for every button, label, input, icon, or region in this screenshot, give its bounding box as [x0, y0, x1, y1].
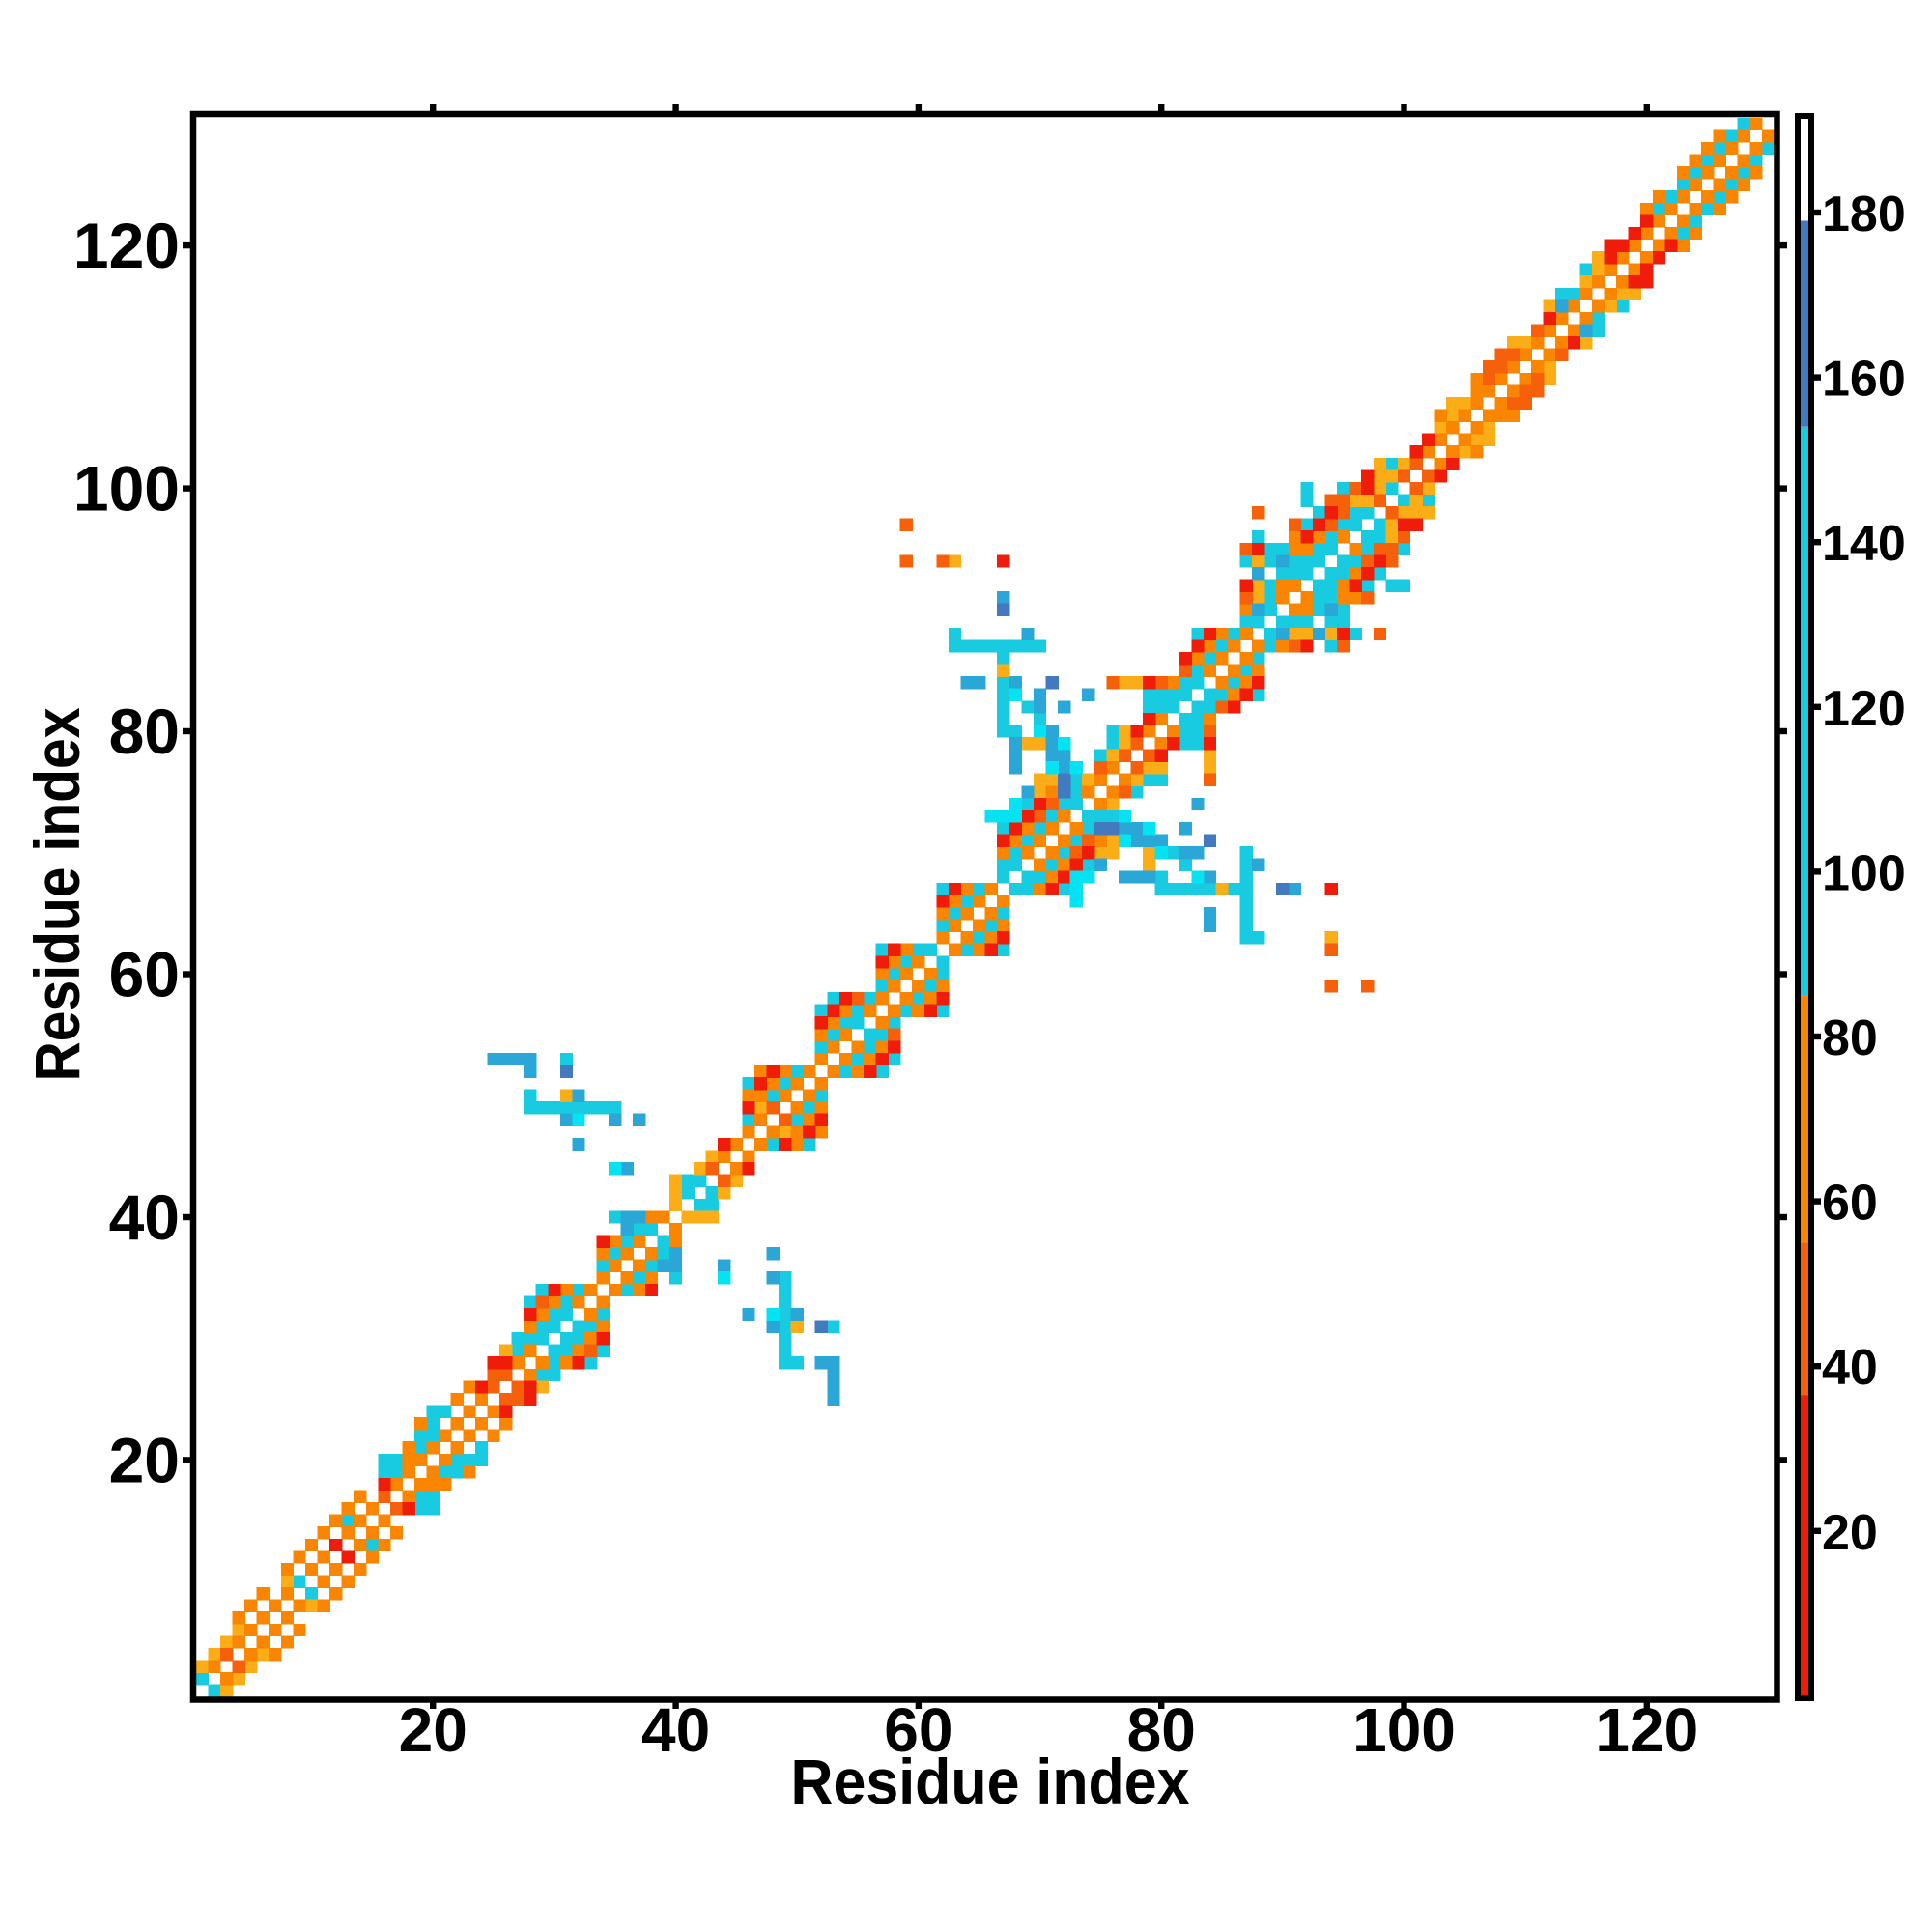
- svg-text:120: 120: [73, 210, 180, 281]
- svg-text:60: 60: [884, 1695, 952, 1765]
- svg-text:Residue index: Residue index: [21, 707, 93, 1081]
- svg-text:160: 160: [1822, 352, 1906, 408]
- svg-text:120: 120: [1595, 1695, 1698, 1765]
- svg-text:60: 60: [1822, 1176, 1878, 1232]
- svg-text:120: 120: [1822, 681, 1906, 737]
- svg-text:80: 80: [109, 696, 180, 767]
- svg-text:180: 180: [1822, 186, 1906, 242]
- svg-text:80: 80: [1127, 1695, 1196, 1765]
- svg-text:20: 20: [1822, 1505, 1878, 1561]
- svg-text:100: 100: [73, 453, 180, 525]
- svg-text:100: 100: [1352, 1695, 1456, 1765]
- svg-text:Residue index: Residue index: [791, 1746, 1190, 1817]
- svg-text:40: 40: [641, 1695, 710, 1765]
- svg-text:40: 40: [1822, 1340, 1878, 1396]
- svg-text:40: 40: [109, 1181, 180, 1253]
- svg-text:100: 100: [1822, 845, 1906, 901]
- svg-text:20: 20: [399, 1695, 468, 1765]
- svg-text:140: 140: [1822, 516, 1906, 572]
- svg-text:80: 80: [1822, 1010, 1878, 1066]
- svg-text:20: 20: [109, 1424, 180, 1495]
- svg-text:60: 60: [109, 939, 180, 1010]
